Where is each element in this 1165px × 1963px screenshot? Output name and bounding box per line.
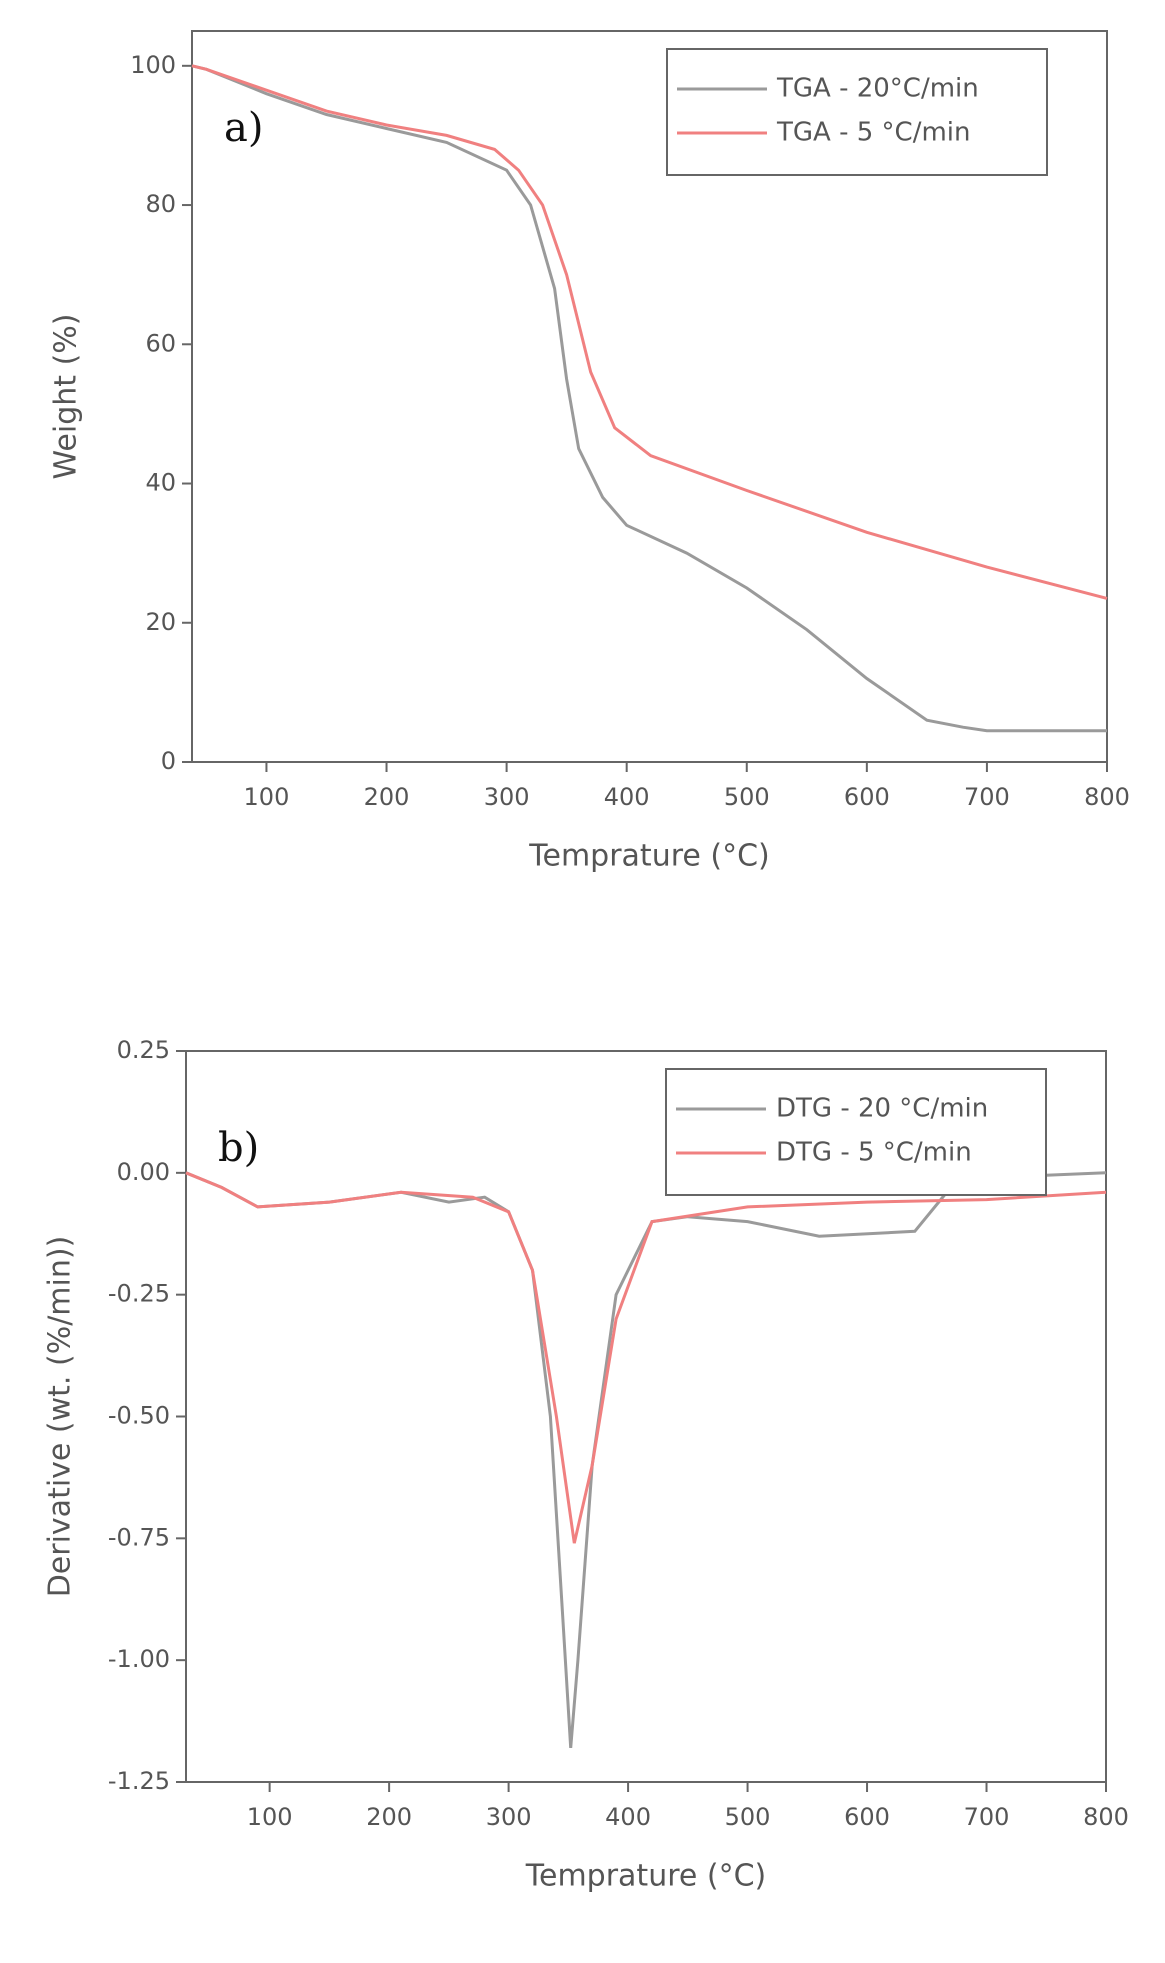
x-tick-label: 500 <box>725 1803 771 1831</box>
x-tick-label: 100 <box>247 1803 293 1831</box>
data-line <box>191 64 1108 600</box>
data-line <box>185 1171 1107 1749</box>
plot-frame <box>191 30 1108 763</box>
x-tick-label: 300 <box>484 783 530 811</box>
data-line <box>191 64 1107 733</box>
x-tick-label: 100 <box>244 783 290 811</box>
x-tick-label: 600 <box>844 1803 890 1831</box>
x-axis-label: Temprature (°C) <box>528 839 769 874</box>
y-tick-label: -1.25 <box>108 1767 170 1795</box>
x-tick-label: 400 <box>605 1803 651 1831</box>
y-tick-label: 0 <box>161 747 176 775</box>
x-tick-label: 800 <box>1084 783 1130 811</box>
legend-label: TGA - 5 °C/min <box>776 118 970 148</box>
y-tick-label: 20 <box>145 608 176 636</box>
legend-box <box>666 48 1048 176</box>
y-tick-label: -0.25 <box>108 1280 170 1308</box>
x-tick-label: 200 <box>366 1803 412 1831</box>
y-tick-label: 60 <box>145 329 176 357</box>
legend-box <box>665 1068 1047 1196</box>
panel-label: a) <box>224 105 263 151</box>
y-tick-label: -0.75 <box>108 1523 170 1551</box>
y-tick-label: 0.00 <box>117 1158 170 1186</box>
y-tick-label: 100 <box>130 51 176 79</box>
x-tick-label: 600 <box>844 783 890 811</box>
y-tick-label: 0.25 <box>117 1036 170 1064</box>
x-tick-label: 500 <box>724 783 770 811</box>
legend-label: TGA - 20°C/min <box>776 74 979 104</box>
x-tick-label: 200 <box>364 783 410 811</box>
y-tick-label: 40 <box>145 469 176 497</box>
legend-label: DTG - 5 °C/min <box>776 1138 972 1168</box>
y-tick-label: -0.50 <box>108 1402 170 1430</box>
y-tick-label: 80 <box>145 190 176 218</box>
x-tick-label: 400 <box>604 783 650 811</box>
data-line <box>185 1171 1107 1544</box>
y-axis-label: Weight (%) <box>49 314 84 480</box>
x-axis-label: Temprature (°C) <box>525 1859 766 1894</box>
legend-label: DTG - 20 °C/min <box>776 1094 988 1124</box>
y-tick-label: -1.00 <box>108 1645 170 1673</box>
panel-label: b) <box>218 1125 259 1171</box>
x-tick-label: 300 <box>486 1803 532 1831</box>
x-tick-label: 700 <box>964 1803 1010 1831</box>
x-tick-label: 800 <box>1083 1803 1129 1831</box>
y-axis-label: Derivative (wt. (%/min)) <box>43 1236 78 1598</box>
x-tick-label: 700 <box>964 783 1010 811</box>
